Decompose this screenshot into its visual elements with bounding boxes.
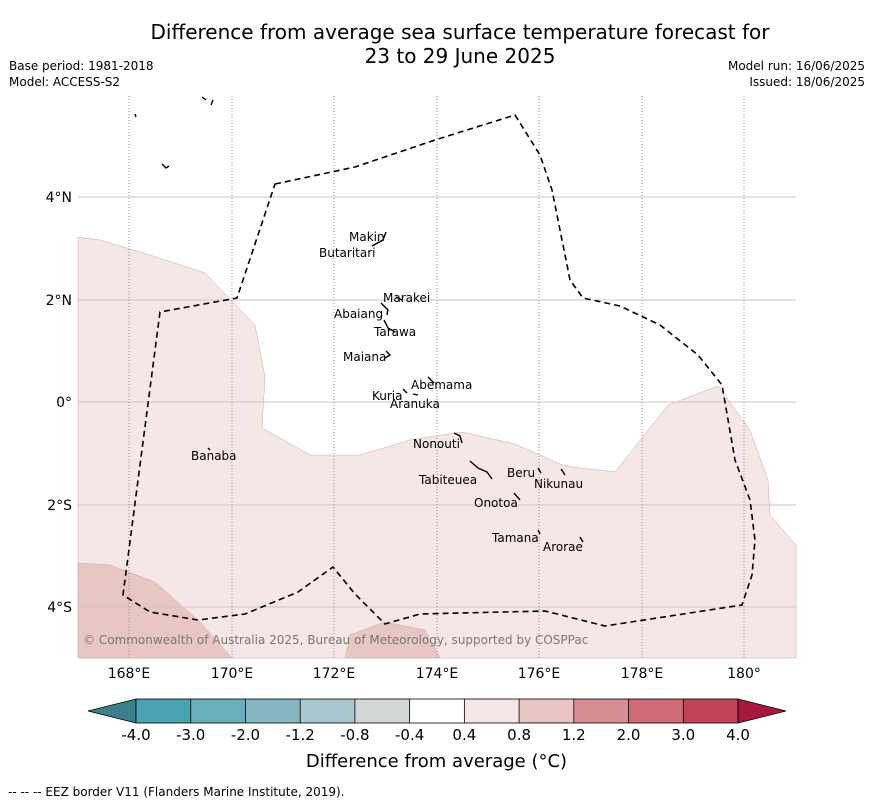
label-butaritari: Butaritari — [319, 246, 376, 260]
colorbar-tick-label: 3.0 — [671, 726, 695, 744]
lon-label-174e: 174°E — [416, 666, 459, 682]
map-title: Difference from average sea surface temp… — [120, 20, 800, 68]
anomaly-zone-0.8-1.2-sw — [77, 562, 233, 659]
lat-label-4n: 4°N — [46, 190, 72, 206]
model-name: Model: ACCESS-S2 — [9, 75, 121, 89]
lon-label-176e: 176°E — [518, 666, 561, 682]
label-tarawa: Tarawa — [373, 325, 416, 339]
island-outlines — [134, 96, 584, 543]
copyright-note: © Commonwealth of Australia 2025, Bureau… — [83, 633, 588, 647]
lat-label-4s: 4°S — [47, 600, 72, 616]
title-line-1: Difference from average sea surface temp… — [150, 20, 770, 44]
label-banaba: Banaba — [191, 449, 237, 463]
label-aranuka: Aranuka — [390, 397, 440, 411]
label-abemama: Abemama — [411, 378, 472, 392]
colorbar-title: Difference from average (°C) — [305, 751, 568, 772]
colorbar-arrow-high — [737, 698, 787, 724]
title-line-2: 23 to 29 June 2025 — [364, 44, 556, 68]
colorbar-segment — [245, 699, 301, 723]
latitude-labels: 4°N 2°N 0° 2°S 4°S — [46, 190, 73, 616]
model-run: Model run: 16/06/2025 — [727, 59, 865, 73]
colorbar-segment — [683, 699, 738, 723]
lat-label-2s: 2°S — [47, 498, 72, 514]
colorbar-tick-labels: -4.0 -3.0 -2.0 -1.2 -0.8 -0.4 0.4 0.8 1.2 2.0 3.0 4… — [121, 726, 750, 744]
colorbar-tick-label: -4.0 — [121, 726, 150, 744]
label-onotoa: Onotoa — [474, 496, 518, 510]
colorbar-tick-label: 4.0 — [726, 726, 750, 744]
lon-label-178e: 178°E — [621, 666, 664, 682]
colorbar-segment — [136, 699, 191, 723]
colorbar-segment — [573, 699, 629, 723]
meta-right: Model run: 16/06/2025 Issued: 18/06/2025 — [728, 58, 865, 90]
colorbar-arrow-low — [87, 698, 137, 724]
label-kuria: Kuria — [372, 389, 403, 403]
lat-label-2n: 2°N — [46, 293, 72, 309]
issued-date: Issued: 18/06/2025 — [749, 75, 865, 89]
colorbar-segment — [628, 699, 684, 723]
label-abaiang: Abaiang — [334, 307, 383, 321]
colorbar-tick-label: 1.2 — [562, 726, 586, 744]
colorbar-tick-label: -2.0 — [231, 726, 260, 744]
meta-left: Base period: 1981-2018 Model: ACCESS-S2 — [9, 58, 154, 90]
colorbar-tick-label: 0.4 — [452, 726, 476, 744]
label-tamana: Tamana — [491, 531, 539, 545]
label-tabiteuea: Tabiteuea — [418, 473, 477, 487]
label-arorae: Arorae — [543, 540, 583, 554]
label-beru: Beru — [507, 466, 535, 480]
lat-label-0: 0° — [56, 395, 72, 411]
label-marakei: Marakei — [383, 291, 430, 305]
colorbar — [87, 698, 787, 724]
label-nonouti: Nonouti — [413, 437, 460, 451]
colorbar-segment — [519, 699, 574, 723]
colorbar-tick-label: -3.0 — [176, 726, 205, 744]
eez-border — [122, 114, 756, 627]
colorbar-tick-label: 0.8 — [507, 726, 531, 744]
lon-label-180: 180° — [727, 666, 761, 682]
colorbar-segment — [190, 699, 246, 723]
longitude-gridlines — [128, 96, 745, 658]
lon-label-170e: 170°E — [211, 666, 254, 682]
island-labels: Makin Butaritari Marakei Abaiang Tarawa … — [191, 230, 583, 554]
eez-legend-note: -- -- -- EEZ border V11 (Flanders Marine… — [8, 785, 345, 799]
label-nikunau: Nikunau — [534, 477, 583, 491]
colorbar-segment — [409, 699, 465, 723]
colorbar-tick-label: -0.4 — [395, 726, 424, 744]
label-maiana: Maiana — [343, 350, 386, 364]
colorbar-segment — [354, 699, 410, 723]
lon-label-172e: 172°E — [313, 666, 356, 682]
colorbar-tick-label: -1.2 — [286, 726, 315, 744]
base-period: Base period: 1981-2018 — [9, 59, 154, 73]
lon-label-168e: 168°E — [108, 666, 151, 682]
colorbar-segment — [464, 699, 520, 723]
colorbar-tick-label: 2.0 — [617, 726, 641, 744]
colorbar-segment — [300, 699, 355, 723]
longitude-labels: 168°E 170°E 172°E 174°E 176°E 178°E 180° — [108, 666, 761, 682]
label-makin: Makin — [349, 230, 385, 244]
colorbar-frame — [135, 698, 739, 724]
colorbar-tick-label: -0.8 — [340, 726, 369, 744]
anomaly-zone-0.8-1.2-s — [344, 621, 441, 659]
